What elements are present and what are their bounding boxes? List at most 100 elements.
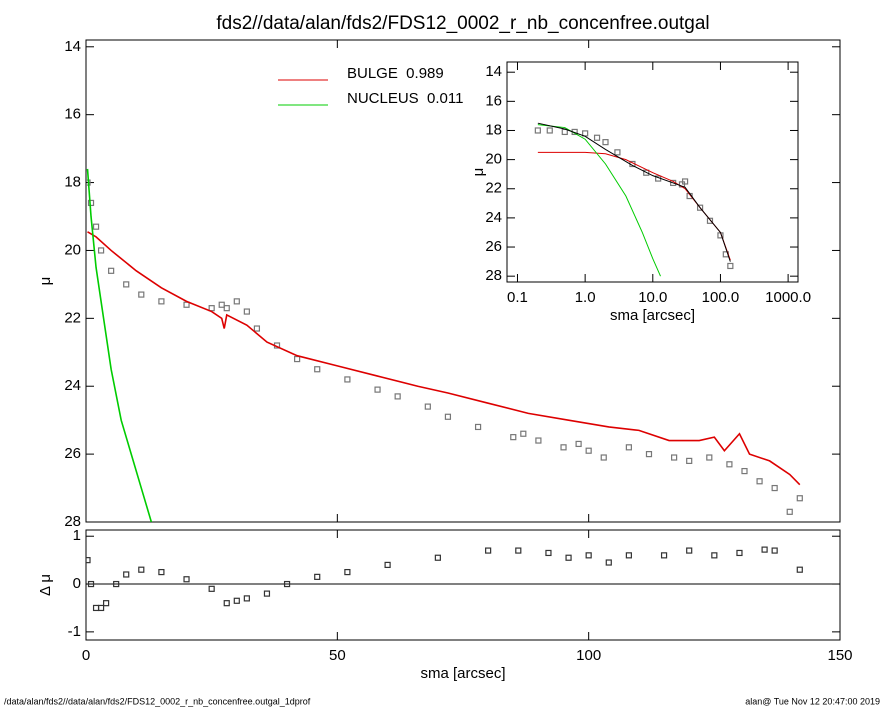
data-point xyxy=(771,547,778,554)
x-tick-label: 100.0 xyxy=(702,289,740,306)
x-tick-label: 150 xyxy=(827,647,852,664)
data-point xyxy=(706,217,714,224)
data-point xyxy=(605,559,612,566)
data-point xyxy=(600,454,607,461)
data-point xyxy=(183,576,190,583)
data-point xyxy=(696,204,704,211)
data-point xyxy=(706,454,713,461)
data-point xyxy=(123,571,130,578)
data-point xyxy=(671,454,678,461)
data-point xyxy=(565,554,572,561)
y-tick-label: 16 xyxy=(64,106,81,123)
data-point xyxy=(602,139,609,146)
data-point xyxy=(726,461,733,468)
model-line xyxy=(537,122,731,262)
data-point xyxy=(394,393,401,400)
y-tick-label: 20 xyxy=(485,151,502,168)
y-tick-label: 18 xyxy=(64,174,81,191)
data-point xyxy=(208,585,215,592)
y-tick-label: 24 xyxy=(485,209,502,226)
data-point xyxy=(546,127,553,134)
data-point xyxy=(520,430,527,437)
model-line xyxy=(87,231,801,486)
data-point xyxy=(796,495,803,502)
data-point xyxy=(344,568,351,576)
model-line xyxy=(537,124,661,277)
x-axis-label: sma [arcsec] xyxy=(610,307,695,324)
plot-frame xyxy=(506,61,799,283)
data-point xyxy=(515,547,522,554)
data-point xyxy=(86,179,91,186)
data-point xyxy=(138,566,145,573)
data-point xyxy=(208,305,215,312)
data-point xyxy=(233,298,240,305)
data-point xyxy=(314,366,321,373)
plot-frame xyxy=(85,529,841,641)
data-point xyxy=(243,595,250,602)
data-point xyxy=(424,403,431,410)
data-point xyxy=(113,580,120,588)
y-tick-label: 26 xyxy=(485,238,502,255)
data-point xyxy=(686,457,693,465)
y-tick-label: 26 xyxy=(64,445,81,462)
y-tick-label: 24 xyxy=(64,377,81,394)
data-point xyxy=(786,508,793,515)
data-point xyxy=(741,467,748,475)
data-point xyxy=(585,447,592,454)
data-point xyxy=(474,423,482,431)
x-tick-label: 0.1 xyxy=(507,289,528,306)
data-point xyxy=(686,547,693,554)
data-point xyxy=(444,413,452,420)
data-point xyxy=(485,547,492,554)
data-point xyxy=(97,247,105,254)
data-point xyxy=(660,552,668,559)
data-point xyxy=(771,484,778,492)
data-point xyxy=(756,478,763,485)
x-tick-label: 10.0 xyxy=(638,289,667,306)
data-point xyxy=(593,134,601,141)
x-tick-label: 1000.0 xyxy=(765,289,811,306)
y-tick-label: 28 xyxy=(64,513,81,530)
data-point xyxy=(625,444,632,451)
data-point xyxy=(575,440,582,448)
plot-area xyxy=(86,168,803,522)
plot-frame xyxy=(85,39,841,523)
y-tick-label: 14 xyxy=(485,63,502,80)
data-point xyxy=(614,149,621,156)
x-tick-label: 100 xyxy=(576,647,601,664)
y-tick-label: 0 xyxy=(73,575,81,592)
data-point xyxy=(233,597,240,604)
data-point xyxy=(294,355,301,363)
data-point xyxy=(218,301,225,308)
data-point xyxy=(223,600,230,607)
data-point xyxy=(123,281,130,288)
data-point xyxy=(86,557,91,564)
data-point xyxy=(545,549,552,557)
data-point xyxy=(223,305,230,312)
footer-right: alan@ Tue Nov 12 20:47:00 2019 xyxy=(745,696,880,706)
y-tick-label: 20 xyxy=(64,241,81,258)
data-point xyxy=(534,127,541,134)
data-point xyxy=(727,262,734,270)
data-point xyxy=(92,223,100,230)
data-point xyxy=(138,291,145,298)
y-tick-label: 16 xyxy=(485,92,502,109)
data-point xyxy=(711,552,718,559)
data-point xyxy=(434,554,441,561)
model-line xyxy=(86,168,153,522)
data-point xyxy=(384,561,391,569)
chart-title: fds2//data/alan/fds2/FDS12_0002_r_nb_con… xyxy=(216,13,709,34)
data-point xyxy=(736,549,743,557)
y-tick-label: 22 xyxy=(485,180,502,197)
data-point xyxy=(183,301,190,308)
x-tick-label: 1.0 xyxy=(575,289,596,306)
data-point xyxy=(585,552,592,559)
x-axis-label: sma [arcsec] xyxy=(420,665,505,682)
y-tick-label: 14 xyxy=(64,38,81,55)
y-tick-label: 28 xyxy=(485,267,502,284)
data-point xyxy=(681,178,689,185)
data-point xyxy=(158,298,165,305)
y-tick-label: -1 xyxy=(68,623,81,640)
data-point xyxy=(625,552,632,559)
